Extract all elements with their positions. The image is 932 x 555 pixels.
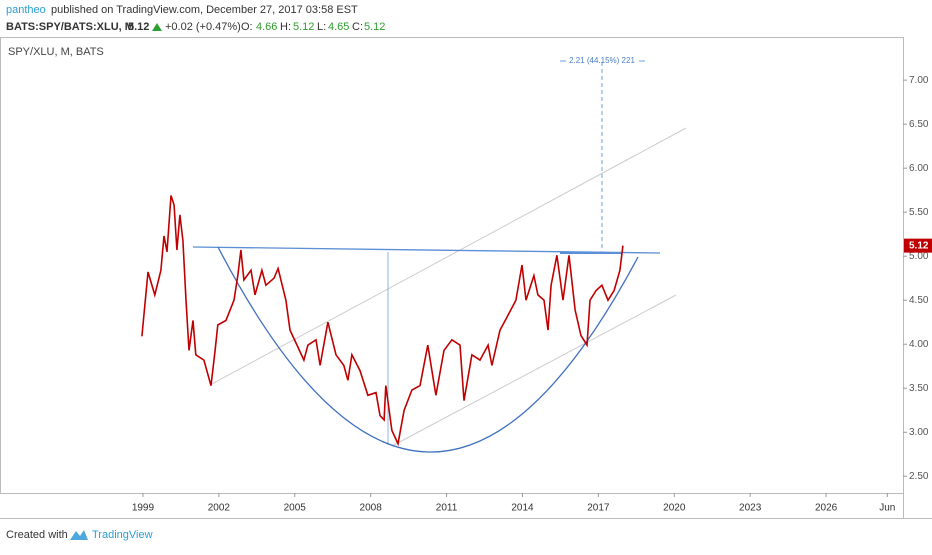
last-price-label: 5.12 bbox=[909, 240, 929, 251]
x-tick-label: 2008 bbox=[360, 503, 383, 514]
y-tick-label: 3.50 bbox=[909, 383, 929, 394]
y-tick-label: 5.50 bbox=[909, 207, 929, 218]
author: pantheo bbox=[6, 4, 46, 16]
cup-curve bbox=[217, 246, 639, 453]
footer-brand: TradingView bbox=[92, 529, 153, 541]
low-label: L: bbox=[317, 21, 326, 33]
close-label: C: bbox=[352, 21, 363, 33]
y-tick-label: 5.00 bbox=[909, 251, 929, 262]
last-price: 5.12 bbox=[128, 21, 149, 33]
y-tick-label: 4.00 bbox=[909, 339, 929, 350]
x-tick-label: 2023 bbox=[739, 503, 762, 514]
channel-upper bbox=[209, 127, 687, 386]
pane-label: SPY/XLU, M, BATS bbox=[8, 46, 104, 58]
x-tick-label: 2002 bbox=[208, 503, 231, 514]
y-tick-label: 3.00 bbox=[909, 427, 929, 438]
open-label: O: bbox=[241, 21, 253, 33]
y-tick-label: 6.50 bbox=[909, 119, 929, 130]
x-tick-label: 2017 bbox=[587, 503, 610, 514]
x-tick-label: 2011 bbox=[436, 503, 458, 514]
x-tick-label: 2005 bbox=[284, 503, 307, 514]
x-tick-label: 2026 bbox=[815, 503, 838, 514]
annotation: 2.21 (44.15%) 221 bbox=[569, 56, 635, 65]
x-tick-label: Jun bbox=[879, 503, 895, 514]
plot-frame bbox=[0, 37, 904, 494]
y-tick-label: 2.50 bbox=[909, 471, 929, 482]
change: +0.02 (+0.47%) bbox=[165, 21, 241, 33]
high-label: H: bbox=[280, 21, 291, 33]
y-tick-label: 7.00 bbox=[909, 75, 929, 86]
footer-created: Created with bbox=[6, 529, 68, 541]
close: 5.12 bbox=[364, 21, 385, 33]
up-arrow bbox=[152, 23, 162, 31]
high: 5.12 bbox=[293, 21, 314, 33]
symbol: BATS:SPY/BATS:XLU, M bbox=[6, 21, 134, 33]
last-price-tag bbox=[904, 238, 932, 253]
low: 4.65 bbox=[328, 21, 349, 33]
published: published on TradingView.com, December 2… bbox=[51, 4, 358, 16]
open: 4.66 bbox=[256, 21, 277, 33]
y-tick-label: 6.00 bbox=[909, 163, 929, 174]
x-tick-label: 2020 bbox=[663, 503, 686, 514]
drawings bbox=[192, 60, 687, 453]
price-line bbox=[141, 195, 624, 447]
y-tick-label: 4.50 bbox=[909, 295, 929, 306]
x-tick-label: 2014 bbox=[511, 503, 534, 514]
x-tick-label: 1999 bbox=[132, 503, 155, 514]
brand-logo bbox=[70, 530, 88, 540]
channel-lower bbox=[391, 294, 677, 447]
